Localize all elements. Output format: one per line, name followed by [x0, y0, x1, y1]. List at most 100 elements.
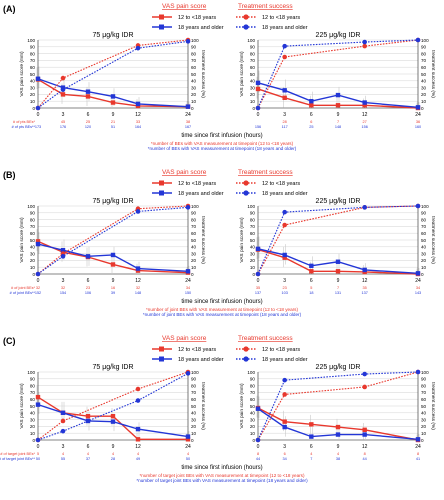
y2-axis-label: treatment success (%) [430, 382, 436, 430]
y2-tick-label: 40 [191, 79, 197, 84]
x-tick-label: 9 [337, 444, 340, 450]
y2-tick-label: 100 [191, 370, 199, 375]
y2-tick-label: 60 [421, 231, 427, 236]
y2-tick-label: 60 [191, 65, 197, 70]
y-tick-label: 30 [30, 417, 36, 422]
x-axis-label: time since first infusion (hours) [181, 299, 262, 305]
y-tick-label: 0 [32, 272, 35, 277]
data-point [255, 105, 261, 111]
x-tick-label: 0 [257, 112, 260, 118]
y2-tick-label: 90 [191, 377, 197, 382]
count-value: 45 [61, 120, 65, 124]
y-tick-label: 20 [250, 258, 256, 263]
count-value: 23 [86, 286, 90, 290]
data-point [135, 426, 141, 432]
y-tick-label: 40 [250, 411, 256, 416]
data-point [415, 271, 421, 276]
y2-tick-label: 30 [191, 251, 197, 256]
series-line [37, 78, 189, 108]
y-tick-label: 60 [250, 231, 256, 236]
count-row-label: # of target joint BEs* [0, 452, 35, 456]
data-point [60, 92, 66, 97]
chart-title: 75 μg/kg IDR [93, 364, 134, 371]
data-point [309, 99, 314, 104]
count-value: 7 [337, 286, 339, 290]
y-tick-label: 60 [30, 397, 36, 402]
data-point [60, 428, 66, 434]
x-tick-label: 0 [37, 112, 40, 118]
count-value: 51 [111, 125, 115, 129]
y2-tick-label: 100 [421, 38, 429, 43]
data-point [362, 384, 367, 390]
footnote: *number of BEs with VAS measurement at t… [148, 146, 297, 151]
y-tick-label: 100 [247, 38, 255, 43]
series-line [257, 248, 419, 275]
data-point [415, 369, 421, 375]
data-point [135, 101, 141, 107]
data-point [309, 263, 314, 269]
count-value: 148 [335, 125, 341, 129]
y2-tick-label: 0 [191, 106, 194, 111]
data-point [282, 377, 287, 383]
y2-tick-label: 100 [421, 204, 429, 209]
data-point [362, 205, 367, 210]
data-point [110, 419, 116, 424]
y-tick-label: 100 [27, 370, 35, 375]
series-line [37, 205, 189, 275]
y2-tick-label: 90 [421, 211, 427, 216]
panel-letter: (A) [3, 4, 16, 14]
data-point [110, 414, 116, 419]
y-axis-label: VAS pain score (mm) [239, 51, 245, 97]
y-tick-label: 40 [250, 245, 256, 250]
legend-label-vas-young: 12 to <18 years [178, 15, 216, 21]
y2-tick-label: 100 [421, 370, 429, 375]
count-value: 4 [310, 452, 312, 456]
data-point [85, 414, 91, 419]
y-tick-label: 10 [30, 431, 36, 436]
count-value: 16 [111, 286, 115, 290]
legend-label-vas-young: 12 to <18 years [178, 181, 216, 187]
series-line [37, 40, 189, 109]
data-point [35, 239, 41, 244]
series-line [37, 243, 189, 272]
legend-ts-title: Treatment success [238, 169, 293, 176]
count-value: 37 [86, 457, 90, 461]
y2-axis-label: treatment success (%) [200, 382, 206, 430]
y2-tick-label: 80 [421, 51, 427, 56]
x-tick-label: 6 [310, 112, 313, 118]
count-value: 103 [282, 291, 288, 295]
y-tick-label: 100 [27, 38, 35, 43]
series-line [257, 248, 419, 275]
count-value: 4 [137, 452, 139, 456]
data-point [309, 103, 314, 108]
data-point [185, 205, 191, 210]
y-tick-label: 0 [252, 106, 255, 111]
series-line [257, 82, 419, 109]
y-tick-label: 90 [250, 45, 256, 50]
legend-marker-ts-old [243, 356, 249, 362]
x-tick-label: 0 [257, 444, 260, 450]
data-point [362, 43, 367, 49]
y-tick-label: 60 [30, 231, 36, 236]
y-tick-label: 70 [30, 58, 36, 63]
x-tick-label: 6 [310, 278, 313, 284]
y2-tick-label: 30 [191, 85, 197, 90]
y2-tick-label: 80 [421, 383, 427, 388]
legend-vas-title: VAS pain score [162, 3, 207, 10]
y-tick-label: 100 [247, 204, 255, 209]
count-value: 25 [86, 120, 90, 124]
data-point [255, 80, 261, 86]
y2-tick-label: 100 [191, 204, 199, 209]
y2-tick-label: 10 [421, 431, 427, 436]
y-axis-label: VAS pain score (mm) [239, 217, 245, 263]
x-tick-label: 0 [37, 444, 40, 450]
y2-tick-label: 40 [421, 411, 427, 416]
y-tick-label: 10 [30, 265, 36, 270]
data-point [282, 255, 287, 260]
y2-tick-label: 60 [191, 231, 197, 236]
y-tick-label: 50 [250, 404, 256, 409]
count-value: 44 [363, 457, 367, 461]
data-point [282, 209, 287, 215]
